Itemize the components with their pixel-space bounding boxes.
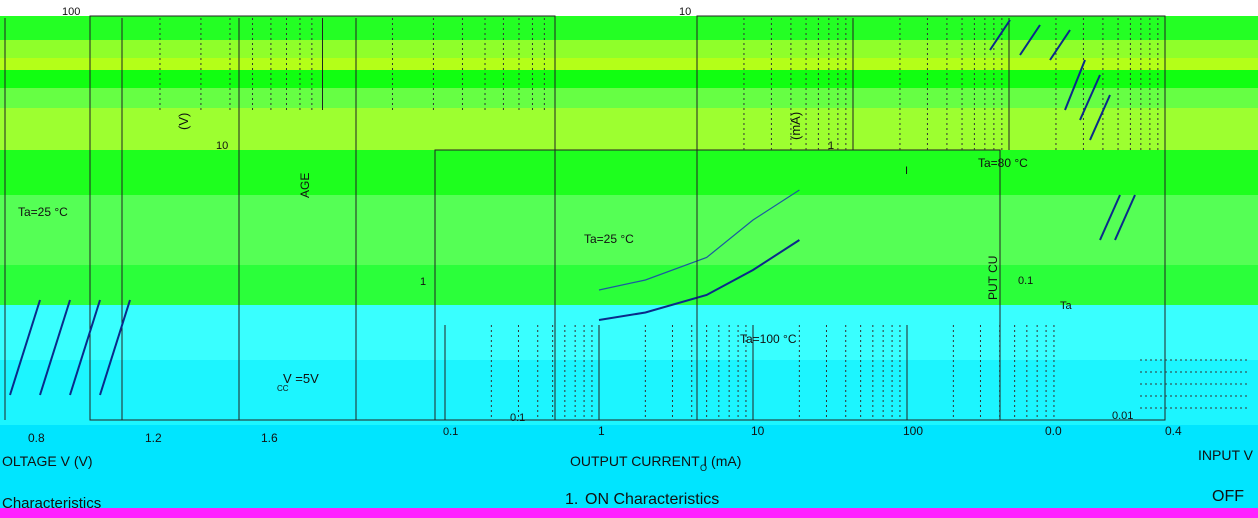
- chart3-y-axis-unit: (mA): [788, 111, 803, 140]
- chart1-x-axis-label: OLTAGE V (V): [2, 453, 93, 469]
- chart3-curve: [1089, 94, 1111, 141]
- chart3-curve: [1099, 194, 1121, 241]
- background-band: [0, 70, 1258, 88]
- chart2-x-axis-label-sub: O: [700, 463, 708, 473]
- chart1-annotation-vcc: V =5V: [283, 371, 319, 386]
- background-band: [0, 150, 1258, 195]
- chart1-ytick-100: 100: [62, 6, 81, 18]
- chart1-annotation-ta: Ta=25 °C: [18, 205, 68, 219]
- background-band: [0, 508, 1258, 518]
- chart1-curve: [99, 299, 131, 396]
- chart1-xtick-0-8: 0.8: [28, 431, 45, 445]
- chart2-xtick-1: 1: [598, 424, 605, 438]
- chart2-title: ON Characteristics: [585, 491, 720, 508]
- chart1-curve: [9, 299, 41, 396]
- chart2-xtick-100: 100: [903, 424, 924, 438]
- chart3-xtick-0-0: 0.0: [1045, 424, 1062, 438]
- chart3-curve: [1019, 24, 1041, 56]
- chart3-curve: [1049, 29, 1071, 61]
- background-band: [0, 265, 1258, 305]
- chart1-curve: [39, 299, 71, 396]
- chart1-xtick-1-2: 1.2: [145, 431, 162, 445]
- chart1-curve: [69, 299, 101, 396]
- chart2-xtick-0-1: 0.1: [443, 426, 459, 438]
- chart3-frame: [696, 15, 1166, 421]
- chart3-ytick-1: 1: [828, 140, 835, 152]
- chart2-ytick-1: 1: [420, 276, 427, 288]
- chart1-ytick-10: 10: [216, 140, 229, 152]
- chart2-annotation-ta100: Ta=100 °C: [740, 332, 797, 346]
- chart2-x-axis-label: OUTPUT CURRENT I (mA): [570, 453, 742, 469]
- chart3-curve: [1064, 59, 1086, 111]
- chart2-y-axis-label: AGE: [298, 172, 312, 198]
- chart3-y-axis-label: PUT CU: [986, 255, 1000, 300]
- chart1-title: Characteristics: [2, 495, 102, 512]
- chart3-xtick-0-4: 0.4: [1165, 424, 1182, 438]
- chart3-ytick-10: 10: [679, 6, 692, 18]
- chart2-ytick-0-1: 0.1: [510, 412, 526, 424]
- background-band: [0, 195, 1258, 265]
- chart1-frame: [89, 15, 556, 421]
- chart3-title: OFF: [1212, 488, 1244, 505]
- background-band: [0, 88, 1258, 108]
- chart3-curve: [1114, 194, 1136, 241]
- chart1-annotation-vcc-sub: CC: [277, 384, 289, 393]
- chart3-curve: [989, 19, 1011, 51]
- chart2-annotation-ta25: Ta=25 °C: [584, 232, 634, 246]
- background-band: [0, 40, 1258, 58]
- background-band: [0, 425, 1258, 508]
- background-band: [0, 58, 1258, 70]
- chart2-series-line: [598, 239, 800, 321]
- chart2-series-line: [598, 189, 800, 291]
- chart3-ytick-0-1: 0.1: [1018, 275, 1034, 287]
- chart1-xtick-1-6: 1.6: [261, 431, 278, 445]
- background-band: [0, 360, 1258, 425]
- chart3-annotation-i: I: [905, 165, 909, 177]
- background-band: [0, 16, 1258, 40]
- chart3-annotation-ta: Ta: [1060, 300, 1072, 312]
- chart2-xtick-10: 10: [751, 424, 765, 438]
- chart3-curve: [1079, 74, 1101, 121]
- chart3-annotation-ta80: Ta=80 °C: [978, 156, 1028, 170]
- chart2-title-prefix: 1.: [565, 491, 579, 508]
- chart3-ytick-0-01: 0.01: [1112, 410, 1134, 422]
- chart1-y-axis-unit: (V): [176, 112, 191, 130]
- background-band: [0, 108, 1258, 150]
- chart2-frame: [434, 149, 1001, 421]
- chart3-x-axis-label: INPUT V: [1198, 447, 1253, 463]
